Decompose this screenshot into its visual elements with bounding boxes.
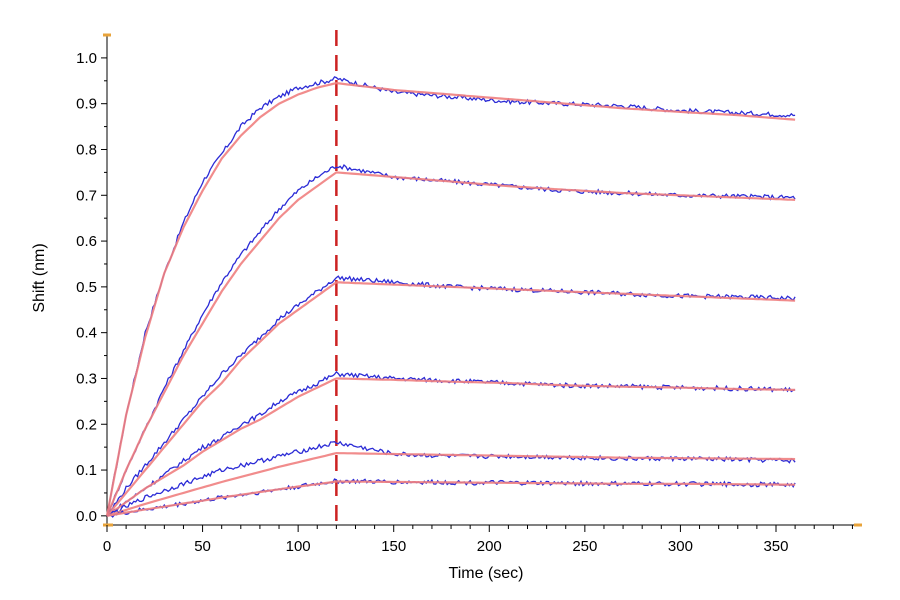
data-curve-3 <box>106 275 796 517</box>
data-curve-5 <box>106 440 796 517</box>
y-tick-label: 0.4 <box>76 325 97 342</box>
x-tick-label: 250 <box>572 538 597 555</box>
x-tick-label: 150 <box>381 538 406 555</box>
x-tick-label: 50 <box>194 538 211 555</box>
fit-curve-4 <box>106 377 796 517</box>
x-tick-label: 350 <box>763 538 788 555</box>
axes: 0.0 0.1 0.2 0.3 0.4 0.5 0.6 0.7 0.8 0.9 1.0 0 50 100 1… <box>76 33 862 555</box>
y-tick-label: 0.3 <box>76 370 97 387</box>
fit-curve-6 <box>106 480 796 517</box>
y-axis-title: Shift (nm) <box>31 243 48 312</box>
y-tick-label: 0.9 <box>76 96 97 113</box>
fit-curve-5 <box>106 451 796 517</box>
fit-curve-3 <box>106 281 796 517</box>
y-tick-label: 0.5 <box>76 279 97 296</box>
x-tick-label: 100 <box>286 538 311 555</box>
x-tick-label: 300 <box>668 538 693 555</box>
y-tick-label: 0.0 <box>76 508 97 525</box>
y-tick-label: 0.2 <box>76 416 97 433</box>
y-tick-label: 0.1 <box>76 462 97 479</box>
fit-curve-2 <box>105 171 796 517</box>
y-tick-label: 0.8 <box>76 141 97 158</box>
data-curve-2 <box>106 163 796 517</box>
x-tick-label: 0 <box>103 538 111 555</box>
y-tick-label: 0.6 <box>76 233 97 250</box>
y-tick-label: 0.7 <box>76 187 97 204</box>
labels: Time (sec) Shift (nm) <box>31 243 523 582</box>
x-axis-title: Time (sec) <box>449 565 524 582</box>
fit-curve-1 <box>105 81 796 517</box>
y-tick-label: 1.0 <box>76 50 97 67</box>
series-layer <box>105 30 796 525</box>
x-tick-label: 200 <box>477 538 502 555</box>
